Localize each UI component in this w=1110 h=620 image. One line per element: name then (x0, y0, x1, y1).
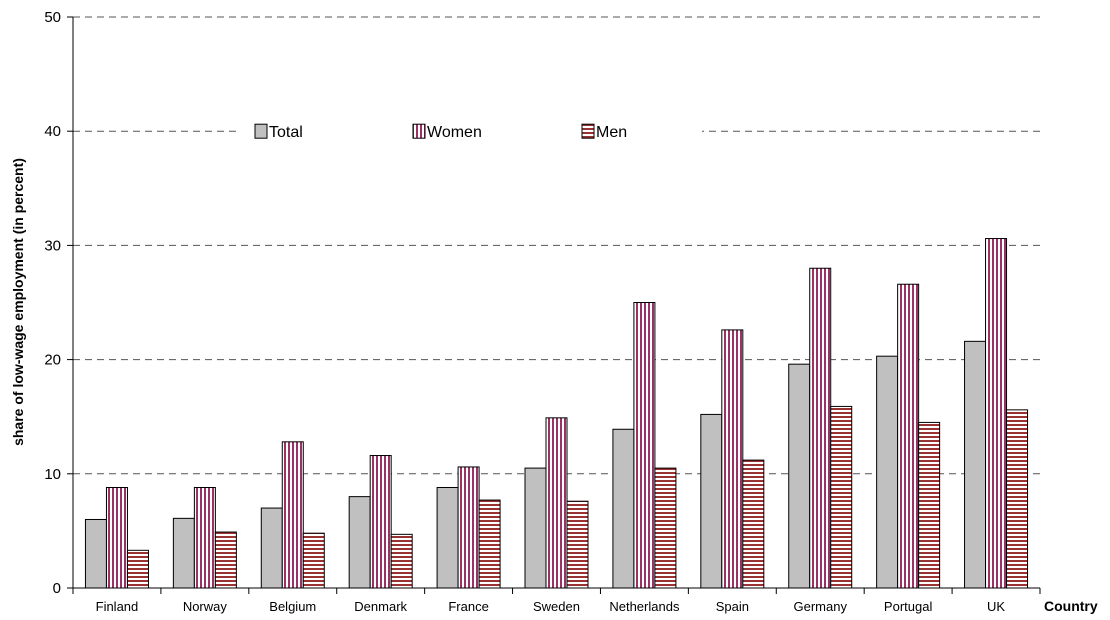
bar-total-sweden (524, 467, 547, 589)
legend-label-women: Women (427, 124, 482, 141)
bar-men-spain (742, 459, 765, 589)
x-tick-label: Portugal (884, 599, 933, 614)
bar-total-netherlands (612, 428, 635, 589)
bar-women-belgium (281, 441, 304, 589)
bar-men-france (478, 499, 501, 589)
x-tick-label: Finland (96, 599, 139, 614)
x-tick-label: UK (987, 599, 1005, 614)
bar-total-belgium (260, 507, 283, 589)
bar-women-germany (809, 267, 832, 589)
bar-men-portugal (918, 421, 941, 589)
bar-men-denmark (390, 533, 413, 589)
x-tick-label: Germany (793, 599, 847, 614)
bar-women-france (457, 466, 480, 589)
legend-swatch-women (412, 123, 426, 139)
bar-men-norway (214, 531, 237, 589)
bar-total-spain (700, 413, 723, 589)
bar-women-norway (193, 487, 216, 589)
y-tick-label: 20 (44, 352, 61, 369)
bar-total-denmark (348, 496, 371, 589)
bar-women-denmark (369, 455, 392, 589)
bar-men-sweden (566, 500, 589, 589)
legend-background (240, 119, 702, 144)
y-tick-label: 0 (53, 580, 61, 597)
bar-men-netherlands (654, 467, 677, 589)
legend-label-men: Men (596, 124, 627, 141)
x-tick-label: Spain (716, 599, 749, 614)
x-tick-label: Denmark (354, 599, 407, 614)
y-tick-label: 30 (44, 237, 61, 254)
legend-label-total: Total (269, 124, 303, 141)
legend: Total Women Men (240, 119, 702, 144)
bar-men-finland (126, 549, 149, 589)
bar-total-finland (84, 518, 107, 589)
bar-women-portugal (897, 283, 920, 589)
bar-total-uk (964, 340, 987, 589)
y-axis-title: share of low-wage employment (in percent… (10, 158, 26, 446)
y-tick-label: 10 (44, 466, 61, 483)
x-tick-label: Belgium (269, 599, 316, 614)
x-tick-label: Sweden (533, 599, 580, 614)
bar-women-finland (105, 487, 128, 589)
bar-men-belgium (302, 532, 325, 589)
x-tick-label: France (448, 599, 488, 614)
y-tick-label: 40 (44, 123, 61, 140)
axes (67, 16, 1041, 594)
axis-labels: 0 10 20 30 40 50 Finland Norway Belgium Denmark Fr… (44, 9, 1005, 614)
x-axis-title: Country (1044, 598, 1098, 614)
legend-swatch-men (581, 123, 595, 139)
bar-men-germany (830, 405, 853, 589)
bars (84, 238, 1029, 589)
bar-women-spain (721, 329, 744, 589)
bar-women-netherlands (633, 302, 656, 589)
bar-women-sweden (545, 417, 568, 589)
bar-women-uk (985, 238, 1008, 589)
bar-men-uk (1006, 409, 1029, 589)
bar-total-france (436, 487, 459, 589)
bar-total-norway (172, 517, 195, 589)
y-tick-label: 50 (44, 9, 61, 26)
legend-swatch-total (254, 123, 268, 139)
bar-total-portugal (876, 355, 899, 589)
x-tick-label: Norway (183, 599, 228, 614)
bar-total-germany (788, 363, 811, 589)
x-tick-label: Netherlands (609, 599, 680, 614)
